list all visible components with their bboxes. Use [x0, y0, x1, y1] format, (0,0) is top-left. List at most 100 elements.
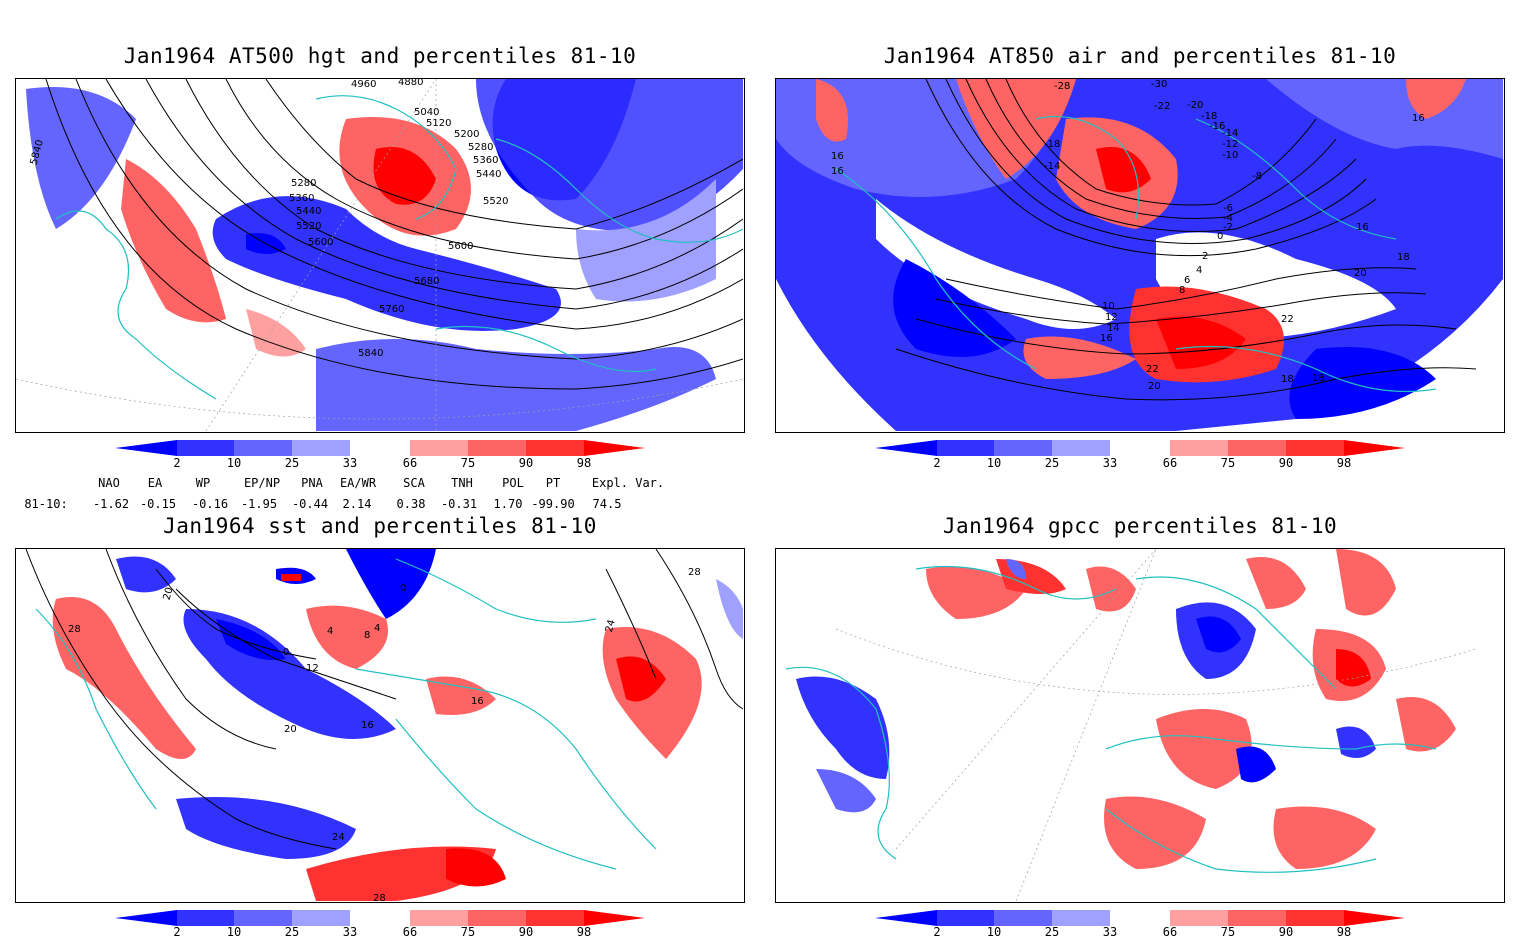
- svg-text:16: 16: [1412, 113, 1425, 124]
- svg-text:16: 16: [361, 720, 374, 731]
- map-hgt500: 4960 4880 5040 5120 5200 5280 5360 5440 …: [15, 78, 745, 433]
- coastlines: [835, 115, 1437, 393]
- index-headers: NAO EA WP EP/NP PNA EA/WR SCA TNH POL PT…: [98, 476, 665, 490]
- svg-text:5600: 5600: [448, 241, 473, 252]
- svg-text:4: 4: [327, 626, 333, 637]
- grid-lines: [835, 549, 1477, 901]
- panel-title-air850: Jan1964 AT850 air and percentiles 81-10: [883, 44, 1397, 68]
- svg-text:16: 16: [1356, 222, 1369, 233]
- svg-text:2: 2: [1202, 251, 1208, 262]
- colorbar-labels-hgt500: 2 10 25 33 66 75 90 98: [173, 456, 592, 470]
- svg-text:5600: 5600: [308, 237, 333, 248]
- svg-text:5360: 5360: [473, 155, 498, 166]
- map-sst: 28 20 4 8 0 4 0 12 16 16 20 24 28 24 28: [15, 548, 745, 903]
- contour-labels: 28 20 4 8 0 4 0 12 16 16 20 24 28 24 28: [68, 567, 701, 901]
- svg-text:18: 18: [1312, 373, 1325, 384]
- colorbar-gpcc: [875, 910, 1405, 926]
- svg-text:-14: -14: [1222, 128, 1238, 139]
- svg-text:5360: 5360: [289, 193, 314, 204]
- svg-text:-4: -4: [1223, 213, 1233, 224]
- svg-text:8: 8: [1179, 285, 1185, 296]
- svg-text:20: 20: [162, 586, 176, 601]
- svg-text:20: 20: [284, 724, 297, 735]
- svg-text:4: 4: [374, 623, 380, 634]
- colorbar-labels-gpcc: 2 10 25 33 66 75 90 98: [933, 925, 1352, 939]
- svg-text:-20: -20: [1187, 100, 1203, 111]
- percentile-shading: [776, 79, 1503, 431]
- svg-text:5840: 5840: [358, 348, 383, 359]
- colorbar-labels-sst: 2 10 25 33 66 75 90 98: [173, 925, 592, 939]
- svg-text:5280: 5280: [291, 178, 316, 189]
- svg-text:22: 22: [1281, 314, 1294, 325]
- svg-text:28: 28: [68, 624, 81, 635]
- panel-title-sst: Jan1964 sst and percentiles 81-10: [163, 514, 597, 538]
- svg-text:5440: 5440: [476, 169, 501, 180]
- svg-text:10: 10: [1102, 301, 1115, 312]
- panel-title-gpcc: Jan1964 gpcc percentiles 81-10: [942, 514, 1338, 538]
- svg-text:0: 0: [283, 647, 289, 658]
- temperature-contours: [895, 79, 1477, 401]
- svg-text:4960: 4960: [351, 79, 376, 90]
- colorbar-sst: [115, 910, 645, 926]
- sst-contours: [25, 549, 743, 850]
- svg-text:0: 0: [400, 583, 406, 594]
- svg-text:6: 6: [1184, 275, 1190, 286]
- svg-text:-10: -10: [1222, 150, 1238, 161]
- svg-text:20: 20: [1148, 381, 1161, 392]
- svg-text:14: 14: [1107, 323, 1120, 334]
- svg-text:22: 22: [1146, 364, 1159, 375]
- svg-text:-18: -18: [1201, 111, 1217, 122]
- svg-text:5280: 5280: [468, 142, 493, 153]
- map-gpcc: [775, 548, 1505, 903]
- coastlines: [35, 558, 657, 870]
- svg-text:-12: -12: [1222, 139, 1238, 150]
- svg-text:0: 0: [1217, 231, 1223, 242]
- svg-text:5120: 5120: [426, 118, 451, 129]
- contour-labels: 4960 4880 5040 5120 5200 5280 5360 5440 …: [29, 79, 509, 359]
- svg-text:-14: -14: [1044, 161, 1060, 172]
- svg-text:16: 16: [831, 151, 844, 162]
- svg-text:-30: -30: [1151, 79, 1167, 90]
- svg-text:16: 16: [1100, 333, 1113, 344]
- svg-text:5520: 5520: [483, 196, 508, 207]
- svg-text:24: 24: [604, 618, 618, 633]
- svg-text:-6: -6: [1223, 203, 1233, 214]
- svg-text:8: 8: [364, 630, 370, 641]
- svg-text:5200: 5200: [454, 129, 479, 140]
- height-contours: [45, 79, 743, 390]
- svg-text:-28: -28: [1054, 81, 1070, 92]
- contour-labels: -28 -30 -22 -20 -18 -16 -14 -12 -10 -8 -…: [831, 79, 1425, 392]
- svg-text:-22: -22: [1154, 101, 1170, 112]
- panel-title-hgt500: Jan1964 AT500 hgt and percentiles 81-10: [123, 44, 637, 68]
- svg-text:5440: 5440: [296, 206, 321, 217]
- svg-text:4: 4: [1196, 265, 1202, 276]
- svg-text:-16: -16: [1209, 121, 1225, 132]
- percentile-shading: [52, 549, 743, 901]
- svg-text:18: 18: [1397, 252, 1410, 263]
- svg-text:16: 16: [831, 166, 844, 177]
- svg-text:-8: -8: [1252, 171, 1262, 182]
- svg-text:-18: -18: [1044, 139, 1060, 150]
- grid-lines: [16, 79, 743, 431]
- coastlines: [55, 95, 743, 400]
- percentile-shading: [796, 549, 1456, 869]
- svg-text:5040: 5040: [414, 107, 439, 118]
- svg-text:16: 16: [471, 696, 484, 707]
- svg-text:18: 18: [1281, 374, 1294, 385]
- map-air850: -28 -30 -22 -20 -18 -16 -14 -12 -10 -8 -…: [775, 78, 1505, 433]
- svg-text:12: 12: [306, 663, 319, 674]
- svg-text:12: 12: [1105, 312, 1118, 323]
- svg-text:4880: 4880: [398, 79, 423, 88]
- colorbar-hgt500: [115, 440, 645, 456]
- svg-text:24: 24: [332, 832, 345, 843]
- colorbar-labels-air850: 2 10 25 33 66 75 90 98: [933, 456, 1352, 470]
- coastlines: [785, 565, 1437, 873]
- svg-text:20: 20: [1354, 268, 1367, 279]
- svg-text:5760: 5760: [379, 304, 404, 315]
- index-values: 81-10: -1.62 -0.15 -0.16 -1.95 -0.44 2.1…: [24, 497, 622, 511]
- svg-text:5520: 5520: [296, 221, 321, 232]
- svg-text:-2: -2: [1223, 222, 1233, 233]
- svg-text:28: 28: [373, 893, 386, 901]
- colorbar-air850: [875, 440, 1405, 456]
- svg-text:28: 28: [688, 567, 701, 578]
